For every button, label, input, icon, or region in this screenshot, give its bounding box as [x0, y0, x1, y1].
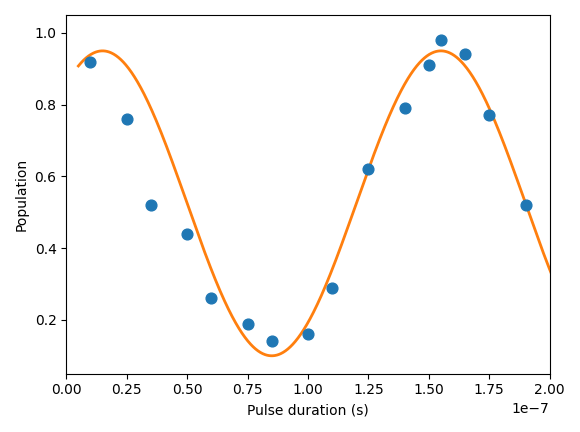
- Point: [86, 58, 95, 65]
- Point: [521, 202, 530, 209]
- X-axis label: Pulse duration (s): Pulse duration (s): [247, 403, 369, 417]
- Point: [146, 202, 155, 209]
- Point: [364, 166, 373, 173]
- Point: [436, 37, 445, 44]
- Point: [328, 284, 337, 291]
- Point: [122, 116, 131, 123]
- Point: [206, 295, 216, 302]
- Point: [183, 230, 192, 237]
- Point: [303, 331, 313, 338]
- Point: [243, 320, 252, 327]
- Point: [485, 112, 494, 119]
- Y-axis label: Population: Population: [15, 158, 29, 231]
- Point: [267, 338, 276, 345]
- Point: [424, 62, 433, 69]
- Point: [461, 51, 470, 58]
- Point: [400, 105, 409, 112]
